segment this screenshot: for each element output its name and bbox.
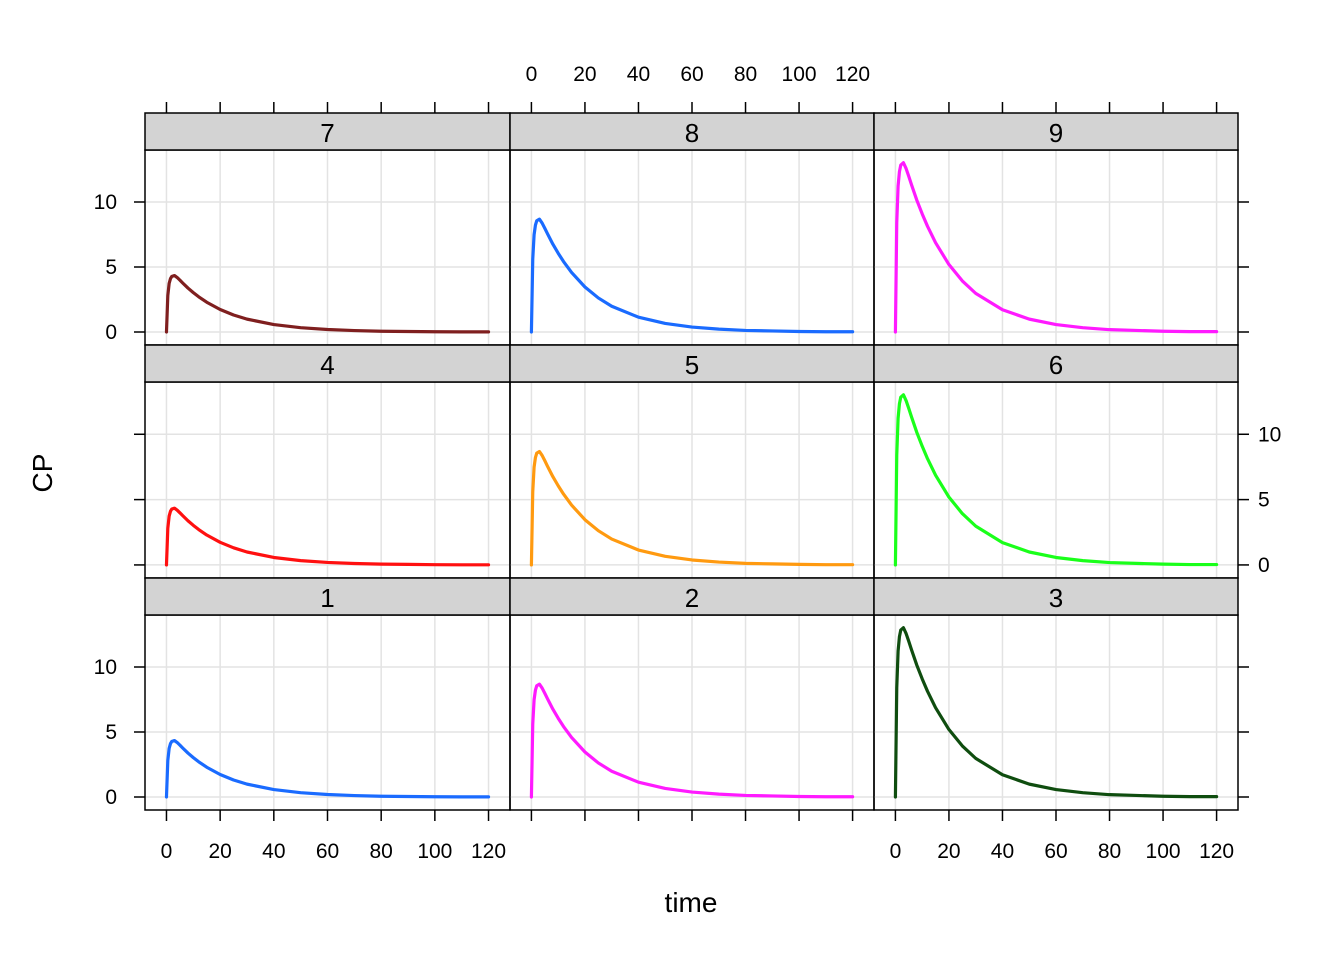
x-tick-label-bottom: 0 [890,840,902,863]
panel-grid: 7 8 9 4 5 6 1 2 3 [144,112,1239,811]
series-line-1 [164,738,491,799]
y-tick-label-left: 10 [94,191,117,214]
y-tick-label-left: 5 [105,256,117,279]
panel-3: 3 [873,577,1239,811]
y-tick-label-left: 10 [94,656,117,679]
x-tick-label-bottom: 40 [262,840,285,863]
x-tick-label-top: 120 [835,63,870,86]
strip-label-3: 3 [1049,583,1063,613]
series-line-2 [529,682,855,799]
y-tick-label-right: 0 [1258,554,1270,577]
strip-4 [144,344,511,383]
strip-label-4: 4 [320,350,334,380]
x-tick-label-bottom: 120 [471,840,506,863]
x-tick-label-bottom: 20 [208,840,231,863]
series-line-8 [529,217,855,334]
strip-label-5: 5 [685,350,699,380]
series-line-6 [893,393,1219,567]
strip-label-9: 9 [1049,118,1063,148]
panel-5: 5 [509,344,875,579]
x-tick-label-top: 100 [782,63,817,86]
x-tick-label-bottom: 20 [937,840,960,863]
x-tick-label-bottom: 120 [1199,840,1234,863]
strip-label-1: 1 [320,583,334,613]
x-tick-label-top: 20 [573,63,596,86]
x-tick-label-bottom: 0 [161,840,173,863]
y-tick-label-left: 0 [105,321,117,344]
y-tick-label-left: 5 [105,721,117,744]
series-line-5 [529,449,855,567]
strip-7 [144,112,511,151]
strip-label-2: 2 [685,583,699,613]
x-tick-label-bottom: 60 [1044,840,1067,863]
x-tick-label-bottom: 80 [1098,840,1121,863]
x-tick-label-top: 80 [734,63,757,86]
y-axis-title: CP [27,454,58,493]
x-tick-label-bottom: 80 [369,840,392,863]
x-tick-label-top: 60 [680,63,703,86]
panel-4: 4 [144,344,511,579]
series-line-7 [164,273,491,334]
series-line-3 [893,626,1219,799]
x-tick-label-bottom: 100 [1146,840,1181,863]
x-tick-label-top: 40 [627,63,650,86]
strip-label-6: 6 [1049,350,1063,380]
strip-1 [144,577,511,616]
x-tick-label-top: 0 [526,63,538,86]
panel-6: 6 [873,344,1239,579]
y-tick-label-right: 5 [1258,489,1270,512]
strip-5 [509,344,875,383]
panel-9: 9 [873,112,1239,346]
y-tick-label-right: 10 [1258,423,1281,446]
series-line-9 [893,161,1219,334]
y-tick-label-left: 0 [105,786,117,809]
x-tick-label-bottom: 60 [316,840,339,863]
strip-label-8: 8 [685,118,699,148]
panel-8: 8 [509,112,875,346]
x-axis-title: time [665,887,718,918]
x-tick-label-bottom: 40 [991,840,1014,863]
strip-6 [873,344,1239,383]
panel-2: 2 [509,577,875,811]
strip-3 [873,577,1239,616]
series-line-4 [164,506,491,567]
x-tick-label-bottom: 100 [417,840,452,863]
strip-label-7: 7 [320,118,334,148]
panel-7: 7 [144,112,511,346]
panel-1: 1 [144,577,511,811]
